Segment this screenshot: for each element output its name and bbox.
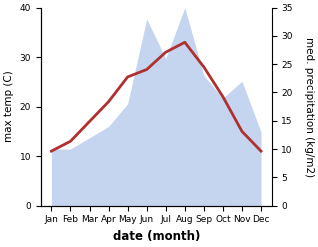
Y-axis label: max temp (C): max temp (C) <box>4 71 14 143</box>
Y-axis label: med. precipitation (kg/m2): med. precipitation (kg/m2) <box>304 37 314 177</box>
X-axis label: date (month): date (month) <box>113 230 200 243</box>
